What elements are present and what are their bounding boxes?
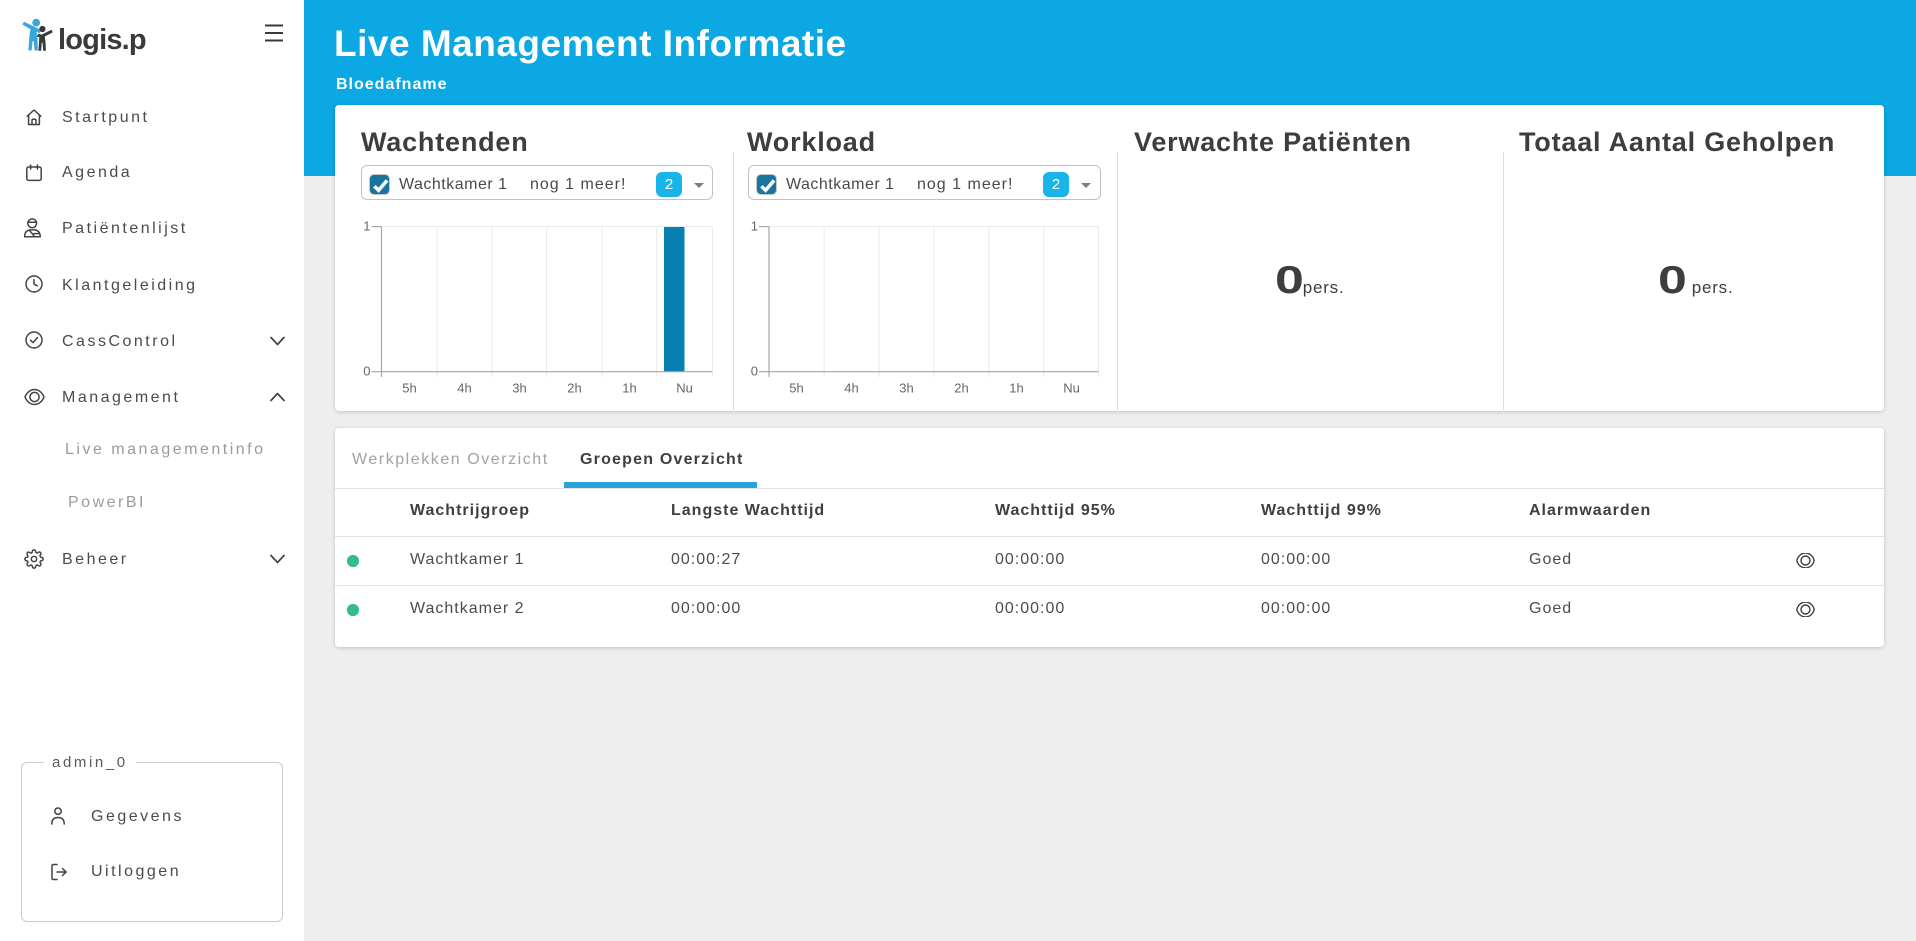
svg-text:5h: 5h <box>402 381 416 396</box>
svg-text:Nu: Nu <box>676 381 693 396</box>
svg-text:1: 1 <box>751 219 758 234</box>
svg-text:2h: 2h <box>567 381 581 396</box>
svg-text:Nu: Nu <box>1063 381 1080 396</box>
svg-text:3h: 3h <box>899 381 913 396</box>
svg-text:1h: 1h <box>622 381 636 396</box>
svg-text:logis.p: logis.p <box>58 24 146 56</box>
svg-text:4h: 4h <box>844 381 858 396</box>
svg-text:1: 1 <box>363 219 370 234</box>
svg-text:0: 0 <box>751 364 758 379</box>
svg-text:2h: 2h <box>954 381 968 396</box>
svg-text:0: 0 <box>363 364 370 379</box>
svg-text:5h: 5h <box>789 381 803 396</box>
svg-text:1h: 1h <box>1009 381 1023 396</box>
svg-text:4h: 4h <box>457 381 471 396</box>
svg-text:3h: 3h <box>512 381 526 396</box>
